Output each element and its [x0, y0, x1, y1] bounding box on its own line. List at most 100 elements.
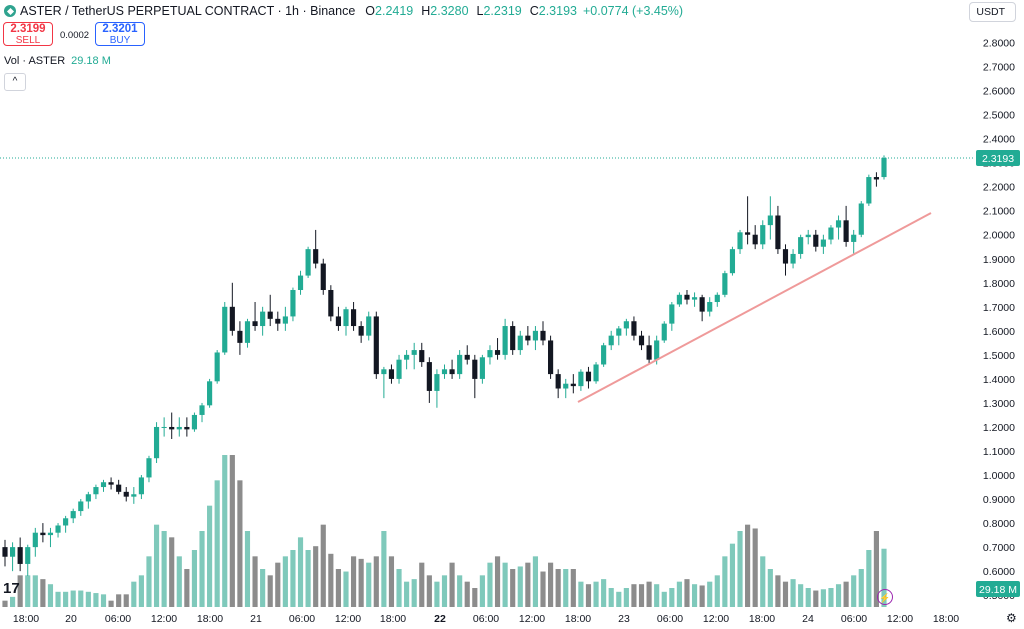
- candle[interactable]: [297, 270, 304, 295]
- candle[interactable]: [548, 335, 554, 379]
- candle[interactable]: [40, 523, 46, 543]
- candle[interactable]: [25, 544, 31, 576]
- sell-button[interactable]: 2.3199 SELL: [3, 22, 53, 46]
- candle[interactable]: [207, 378, 213, 408]
- candle[interactable]: [510, 321, 516, 355]
- candle[interactable]: [737, 229, 743, 254]
- candle[interactable]: [191, 412, 198, 432]
- candle[interactable]: [252, 302, 258, 331]
- candle[interactable]: [305, 246, 311, 278]
- candle[interactable]: [767, 196, 773, 240]
- candle[interactable]: [555, 369, 561, 399]
- candle[interactable]: [335, 306, 341, 331]
- candle[interactable]: [752, 225, 758, 250]
- candle[interactable]: [790, 249, 796, 269]
- candle[interactable]: [47, 527, 54, 548]
- candle[interactable]: [63, 515, 69, 533]
- candle[interactable]: [116, 479, 122, 495]
- candle[interactable]: [404, 350, 410, 370]
- candle[interactable]: [199, 402, 205, 423]
- candle[interactable]: [10, 542, 16, 572]
- candle[interactable]: [532, 326, 539, 351]
- candle[interactable]: [55, 523, 61, 538]
- candle[interactable]: [760, 220, 766, 250]
- candle[interactable]: [32, 527, 38, 557]
- symbol-title[interactable]: ASTER / TetherUS PERPETUAL CONTRACT · 1h…: [20, 4, 356, 18]
- candle[interactable]: [828, 225, 834, 245]
- candle[interactable]: [70, 508, 76, 524]
- candle[interactable]: [366, 311, 372, 341]
- candle[interactable]: [449, 359, 455, 379]
- candle[interactable]: [782, 244, 789, 276]
- candle[interactable]: [585, 366, 592, 389]
- candle[interactable]: [282, 306, 288, 331]
- candle[interactable]: [161, 417, 167, 437]
- candle[interactable]: [131, 487, 137, 504]
- candle[interactable]: [479, 354, 485, 384]
- candle[interactable]: [290, 287, 296, 322]
- candle[interactable]: [108, 477, 114, 490]
- candle[interactable]: [214, 350, 220, 384]
- candle[interactable]: [237, 321, 243, 355]
- candle[interactable]: [328, 285, 334, 322]
- candle[interactable]: [2, 539, 8, 567]
- candle[interactable]: [229, 282, 235, 336]
- candle[interactable]: [93, 484, 99, 500]
- candle[interactable]: [373, 311, 379, 379]
- candle[interactable]: [472, 354, 478, 399]
- candle[interactable]: [176, 417, 182, 437]
- candle[interactable]: [699, 294, 705, 322]
- candle[interactable]: [881, 155, 887, 180]
- candle[interactable]: [805, 229, 811, 245]
- candle[interactable]: [146, 455, 152, 483]
- candle[interactable]: [669, 302, 675, 331]
- replay-icon[interactable]: ⚡: [877, 589, 893, 605]
- candle[interactable]: [616, 326, 622, 346]
- candle[interactable]: [608, 330, 614, 351]
- candle[interactable]: [502, 318, 508, 360]
- candle[interactable]: [153, 422, 160, 464]
- candle[interactable]: [244, 318, 251, 348]
- candle[interactable]: [517, 330, 523, 355]
- candle[interactable]: [267, 294, 273, 327]
- candle[interactable]: [494, 338, 501, 360]
- candle[interactable]: [866, 174, 872, 206]
- candle[interactable]: [570, 374, 576, 394]
- candle[interactable]: [85, 491, 91, 509]
- candle[interactable]: [623, 318, 629, 336]
- candle[interactable]: [820, 234, 826, 254]
- candle[interactable]: [343, 306, 349, 336]
- candle[interactable]: [17, 537, 23, 572]
- candle[interactable]: [350, 302, 357, 331]
- candle[interactable]: [646, 335, 652, 365]
- candle[interactable]: [707, 297, 713, 317]
- candle[interactable]: [419, 342, 425, 367]
- candle[interactable]: [631, 316, 637, 341]
- candle[interactable]: [222, 302, 228, 355]
- candle[interactable]: [464, 345, 470, 365]
- candle[interactable]: [313, 229, 319, 269]
- candle[interactable]: [123, 487, 129, 502]
- currency-selector[interactable]: USDT: [969, 2, 1016, 22]
- candle[interactable]: [858, 201, 864, 238]
- candle[interactable]: [638, 330, 645, 351]
- candle[interactable]: [676, 292, 682, 307]
- candle[interactable]: [525, 326, 531, 346]
- candle[interactable]: [835, 215, 842, 240]
- candle[interactable]: [388, 364, 395, 384]
- candle[interactable]: [381, 366, 387, 399]
- candle[interactable]: [745, 196, 751, 245]
- candle[interactable]: [540, 321, 546, 346]
- volume-indicator-header[interactable]: Vol · ASTER 29.18 M: [4, 55, 111, 67]
- candle[interactable]: [843, 205, 849, 247]
- candle[interactable]: [260, 306, 266, 336]
- candle[interactable]: [169, 412, 175, 439]
- candle[interactable]: [813, 229, 819, 252]
- candle[interactable]: [722, 270, 728, 298]
- candle[interactable]: [661, 321, 667, 343]
- candle[interactable]: [320, 258, 326, 295]
- candle[interactable]: [138, 475, 144, 500]
- candle[interactable]: [775, 205, 781, 254]
- buy-button[interactable]: 2.3201 BUY: [95, 22, 145, 46]
